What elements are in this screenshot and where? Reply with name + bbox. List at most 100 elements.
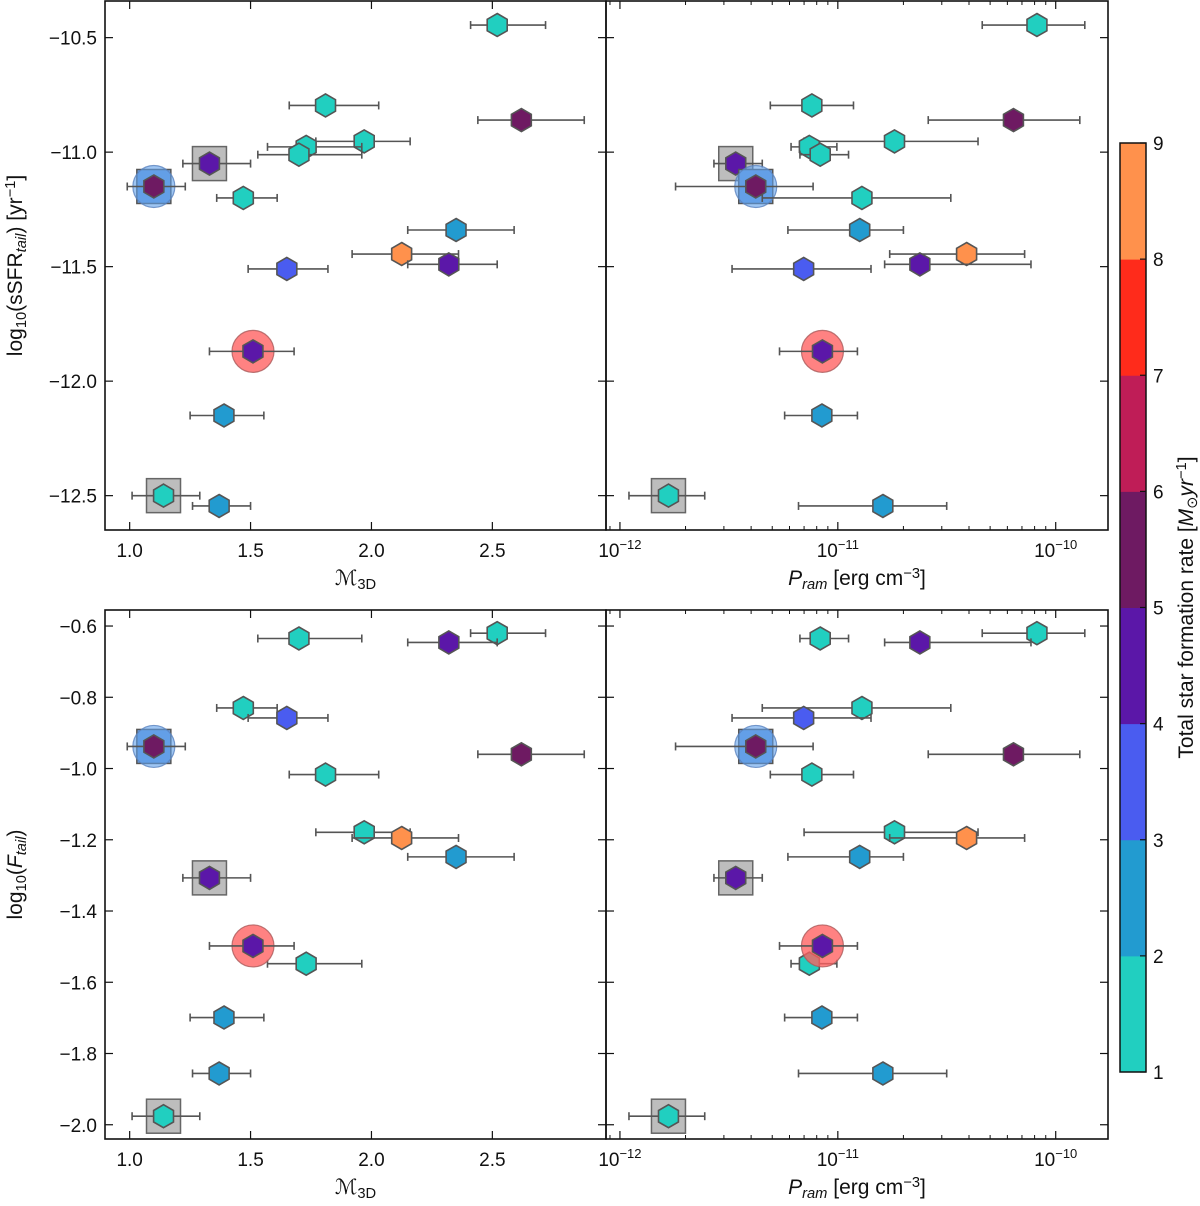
galaxy-point xyxy=(787,217,905,243)
hexagon-marker xyxy=(288,142,310,168)
x-axis-label-part: [erg cm xyxy=(827,1176,903,1199)
hexagon-marker xyxy=(143,174,165,199)
y-axis-label-part: ] xyxy=(4,175,27,181)
hexagon-marker xyxy=(143,733,165,759)
y-tick-label: −12.5 xyxy=(49,487,97,508)
x-tick-label: 10−11 xyxy=(817,537,859,562)
hexagon-marker xyxy=(486,12,508,38)
hexagon-marker xyxy=(848,217,871,243)
x-tick-label-exp: −10 xyxy=(1055,537,1077,552)
x-tick-label: 2.0 xyxy=(358,1150,384,1171)
hexagon-marker xyxy=(811,338,834,364)
x-tick-label-exp: −12 xyxy=(619,1146,641,1161)
hexagon-marker xyxy=(809,626,831,651)
colorbar-tick-label: 2 xyxy=(1153,947,1164,968)
hexagon-marker xyxy=(213,1005,235,1030)
x-tick-label-exp: −12 xyxy=(619,537,641,552)
x-tick-label: 10−12 xyxy=(598,537,641,562)
galaxy-point xyxy=(189,1005,265,1030)
hexagon-marker xyxy=(295,951,317,977)
galaxy-point xyxy=(288,92,380,118)
galaxy-point xyxy=(927,107,1081,133)
x-tick-label: 10−10 xyxy=(1034,537,1077,562)
x-tick-label: 1.0 xyxy=(116,541,142,562)
galaxy-point xyxy=(799,626,850,651)
galaxy-point xyxy=(469,12,547,38)
hexagon-marker xyxy=(811,933,834,959)
hexagon-marker xyxy=(232,695,255,721)
galaxy-point xyxy=(628,477,706,514)
colorbar-segment xyxy=(1120,259,1146,376)
galaxy-point xyxy=(927,741,1081,767)
hexagon-marker xyxy=(883,819,906,845)
galaxy-point xyxy=(406,217,515,243)
galaxy-point xyxy=(731,256,872,282)
y-axis-label-part: log xyxy=(4,328,27,356)
x-tick-label-exp: −11 xyxy=(838,537,859,552)
galaxy-point xyxy=(257,626,363,651)
axes-frame xyxy=(605,0,1109,531)
hexagon-marker xyxy=(438,251,460,277)
x-tick-label-base: 10 xyxy=(817,1150,838,1171)
hexagon-marker xyxy=(390,825,413,851)
galaxy-point xyxy=(778,329,859,373)
y-tick-label: −12.0 xyxy=(49,372,97,393)
x-axis-label-part: ] xyxy=(920,1176,926,1199)
galaxy-point xyxy=(315,128,411,154)
y-axis-label-part: (sSFR xyxy=(4,252,27,312)
x-axis-label: ℳ3D xyxy=(335,567,376,593)
hexagon-marker xyxy=(314,762,337,788)
x-tick-label-base: 10 xyxy=(1034,541,1055,562)
galaxy-point xyxy=(247,705,329,731)
x-tick-label-base: 10 xyxy=(817,541,838,562)
y-tick-label: −0.6 xyxy=(59,617,97,638)
x-tick-label: 1.5 xyxy=(237,541,263,562)
hexagon-marker xyxy=(1026,12,1048,38)
galaxy-point xyxy=(208,924,295,968)
galaxy-point xyxy=(713,145,764,182)
galaxy-point xyxy=(126,724,187,769)
y-axis-label-part: ) xyxy=(4,830,27,837)
colorbar-tick-label: 4 xyxy=(1153,715,1164,736)
hexagon-marker xyxy=(232,185,255,211)
colorbar-segment xyxy=(1120,143,1146,260)
hexagon-marker xyxy=(657,1103,680,1129)
y-axis-label-part: −1 xyxy=(3,181,19,198)
galaxy-point xyxy=(769,92,855,118)
hexagon-marker xyxy=(745,733,767,759)
hexagon-marker xyxy=(792,256,815,282)
y-axis-label-part: ( xyxy=(4,868,27,875)
galaxy-point xyxy=(883,629,1032,655)
y-tick-label: −1.2 xyxy=(59,831,97,852)
y-axis-label-part: F xyxy=(4,854,27,868)
y-tick-label: −2.0 xyxy=(59,1116,97,1137)
hexagon-marker xyxy=(438,629,460,655)
data-layer xyxy=(126,620,586,1134)
data-layer xyxy=(126,12,586,519)
galaxy-point xyxy=(131,1098,201,1134)
galaxy-point xyxy=(266,951,363,977)
x-axis-label: Pram [erg cm−3] xyxy=(788,1175,926,1202)
colorbar-label-part: Total star formation rate [ xyxy=(1175,526,1198,758)
colorbar-label-part: yr xyxy=(1175,478,1198,499)
hexagon-marker xyxy=(152,483,175,509)
x-axis-label-part: 3D xyxy=(357,1186,376,1202)
hexagon-marker xyxy=(801,762,823,788)
colorbar-tick-label: 8 xyxy=(1153,250,1164,271)
hexagon-marker xyxy=(725,865,747,891)
galaxy-point xyxy=(215,185,278,211)
y-axis-label: log10(sSFRtail) [yr−1] xyxy=(3,175,30,356)
x-axis-label-part: ] xyxy=(920,567,926,590)
galaxy-point xyxy=(799,142,850,168)
galaxy-point xyxy=(787,844,905,870)
hexagon-marker xyxy=(510,741,533,767)
x-tick-label-exp: −11 xyxy=(838,1146,859,1161)
data-layer xyxy=(628,12,1086,519)
hexagon-marker xyxy=(883,128,906,154)
x-axis-label-part: ram xyxy=(802,1186,827,1202)
galaxy-point xyxy=(288,762,380,788)
galaxy-point xyxy=(247,256,329,282)
hexagon-marker xyxy=(276,256,298,282)
hexagon-marker xyxy=(445,844,467,870)
colorbar-tick-label: 1 xyxy=(1153,1063,1164,1084)
